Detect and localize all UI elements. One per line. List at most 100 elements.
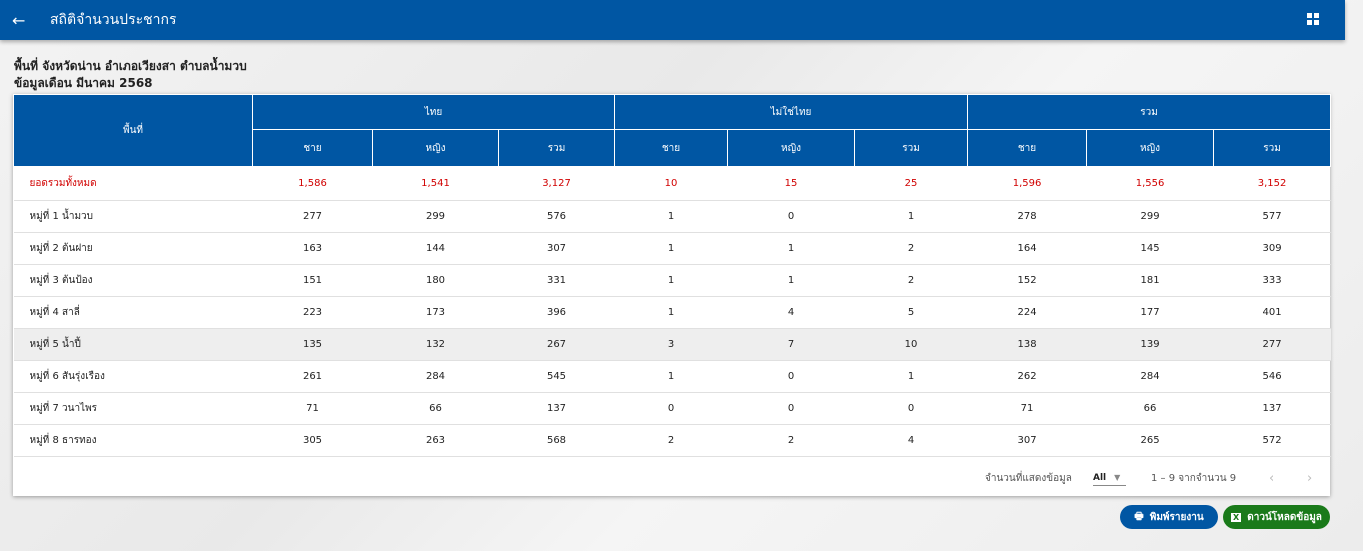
subheader-cell: รวม: [497, 129, 616, 167]
value-cell: 284: [372, 360, 499, 393]
subheader-cell: หญิง: [372, 129, 499, 167]
rows-per-page-label: จำนวนที่แสดงข้อมูล: [985, 472, 1072, 484]
excel-icon: X: [1231, 512, 1242, 522]
value-cell: 1: [727, 232, 855, 265]
row-label: หมู่ที่ 6 สันรุ่งเรือง: [13, 360, 253, 393]
subheader-cell: รวม: [854, 129, 969, 167]
value-cell: 4: [727, 296, 855, 329]
value-cell: 7: [727, 328, 855, 361]
value-cell: 138: [967, 328, 1087, 361]
value-cell: 2: [614, 424, 728, 457]
total-row: ยอดรวมทั้งหมด 1,586 1,541 3,127 10 15 25 1,596 1…: [13, 166, 1331, 201]
value-cell: 307: [967, 424, 1087, 457]
app-bar: ← สถิติจำนวนประชากร: [0, 0, 1345, 40]
value-cell: 3,127: [498, 166, 615, 201]
value-cell: 1: [614, 264, 728, 297]
value-cell: 223: [252, 296, 373, 329]
value-cell: 1: [614, 360, 728, 393]
value-cell: 576: [498, 200, 615, 233]
value-cell: 10: [854, 328, 968, 361]
header-group-thai: ไทย: [251, 94, 616, 130]
value-cell: 307: [498, 232, 615, 265]
value-cell: 1: [614, 232, 728, 265]
value-cell: 66: [372, 392, 499, 425]
pagination-range: 1 – 9 จากจำนวน 9: [1151, 472, 1237, 484]
value-cell: 284: [1086, 360, 1214, 393]
value-cell: 3: [614, 328, 728, 361]
value-cell: 261: [252, 360, 373, 393]
value-cell: 5: [854, 296, 968, 329]
subheader-cell: ชาย: [252, 129, 373, 167]
value-cell: 181: [1086, 264, 1214, 297]
row-label: ยอดรวมทั้งหมด: [13, 166, 253, 201]
subheader-cell: ชาย: [614, 129, 729, 167]
value-cell: 278: [967, 200, 1087, 233]
row-label: หมู่ที่ 3 ต้นป้อง: [13, 264, 253, 297]
value-cell: 267: [498, 328, 615, 361]
back-arrow-icon[interactable]: ←: [12, 10, 26, 30]
download-data-button[interactable]: X ดาวน์โหลดข้อมูล: [1223, 505, 1330, 529]
printer-icon: 🖶: [1134, 510, 1144, 522]
table-row: หมู่ที่ 6 สันรุ่งเรือง 261 284 545 1 0 1 262 284…: [13, 360, 1331, 393]
value-cell: 144: [372, 232, 499, 265]
value-cell: 309: [1213, 232, 1331, 265]
table-row: หมู่ที่ 1 น้ำมวบ 277 299 576 1 0 1 278 299 577: [13, 200, 1331, 233]
subheader-cell: หญิง: [1086, 129, 1215, 167]
subheader-cell: หญิง: [727, 129, 856, 167]
area-text: พื้นที่ จังหวัดน่าน อำเภอเวียงสา ตำบลน้ำ…: [14, 59, 247, 73]
value-cell: 277: [252, 200, 373, 233]
table-row: หมู่ที่ 3 ต้นป้อง 151 180 331 1 1 2 152 181 333: [13, 264, 1331, 297]
value-cell: 262: [967, 360, 1087, 393]
rows-per-page-select[interactable]: All ▼: [1093, 471, 1126, 486]
header-area: พื้นที่: [13, 94, 253, 167]
table-pagination: จำนวนที่แสดงข้อมูล All ▼ 1 – 9 จากจำนวน 9…: [13, 460, 1330, 496]
value-cell: 331: [498, 264, 615, 297]
value-cell: 1,586: [252, 166, 373, 201]
table-row: หมู่ที่ 8 ธารทอง 305 263 568 2 2 4 307 265 572: [13, 424, 1331, 457]
value-cell: 10: [614, 166, 728, 201]
print-report-button[interactable]: 🖶 พิมพ์รายงาน: [1120, 505, 1218, 529]
value-cell: 277: [1213, 328, 1331, 361]
value-cell: 0: [727, 200, 855, 233]
value-cell: 299: [372, 200, 499, 233]
chevron-down-icon: ▼: [1114, 472, 1121, 482]
value-cell: 305: [252, 424, 373, 457]
value-cell: 263: [372, 424, 499, 457]
value-cell: 1: [854, 200, 968, 233]
value-cell: 71: [252, 392, 373, 425]
table-row: หมู่ที่ 2 ต้นฝาย 163 144 307 1 1 2 164 145 309: [13, 232, 1331, 265]
value-cell: 1,596: [967, 166, 1087, 201]
value-cell: 299: [1086, 200, 1214, 233]
value-cell: 1,541: [372, 166, 499, 201]
value-cell: 401: [1213, 296, 1331, 329]
table-row: หมู่ที่ 5 น้ำปี้ 135 132 267 3 7 10 138 139 277: [13, 328, 1331, 361]
value-cell: 2: [854, 264, 968, 297]
print-label: พิมพ์รายงาน: [1149, 511, 1204, 523]
page-title: สถิติจำนวนประชากร: [50, 12, 177, 28]
row-label: หมู่ที่ 4 สาลี่: [13, 296, 253, 329]
value-cell: 139: [1086, 328, 1214, 361]
population-table-card: พื้นที่ ไทย ไม่ใช่ไทย รวม ชาย หญิง รวม ชายห…: [13, 94, 1332, 496]
value-cell: 545: [498, 360, 615, 393]
value-cell: 137: [1213, 392, 1331, 425]
next-page-chevron-icon[interactable]: ›: [1307, 470, 1313, 486]
value-cell: 1: [614, 200, 728, 233]
value-cell: 265: [1086, 424, 1214, 457]
value-cell: 1: [854, 360, 968, 393]
dashboard-grid-icon[interactable]: [1307, 13, 1319, 25]
value-cell: 0: [727, 360, 855, 393]
value-cell: 177: [1086, 296, 1214, 329]
value-cell: 572: [1213, 424, 1331, 457]
value-cell: 0: [727, 392, 855, 425]
value-cell: 224: [967, 296, 1087, 329]
value-cell: 164: [967, 232, 1087, 265]
value-cell: 0: [614, 392, 728, 425]
prev-page-chevron-icon[interactable]: ‹: [1269, 470, 1275, 486]
value-cell: 1: [727, 264, 855, 297]
table-row: หมู่ที่ 7 วนาไพร 71 66 137 0 0 0 71 66 137: [13, 392, 1331, 425]
value-cell: 152: [967, 264, 1087, 297]
population-table: พื้นที่ ไทย ไม่ใช่ไทย รวม ชาย หญิง รวม ชายห…: [13, 94, 1332, 457]
value-cell: 15: [727, 166, 855, 201]
rows-per-page-value: All: [1093, 472, 1107, 483]
month-text: ข้อมูลเดือน มีนาคม 2568: [14, 76, 153, 90]
